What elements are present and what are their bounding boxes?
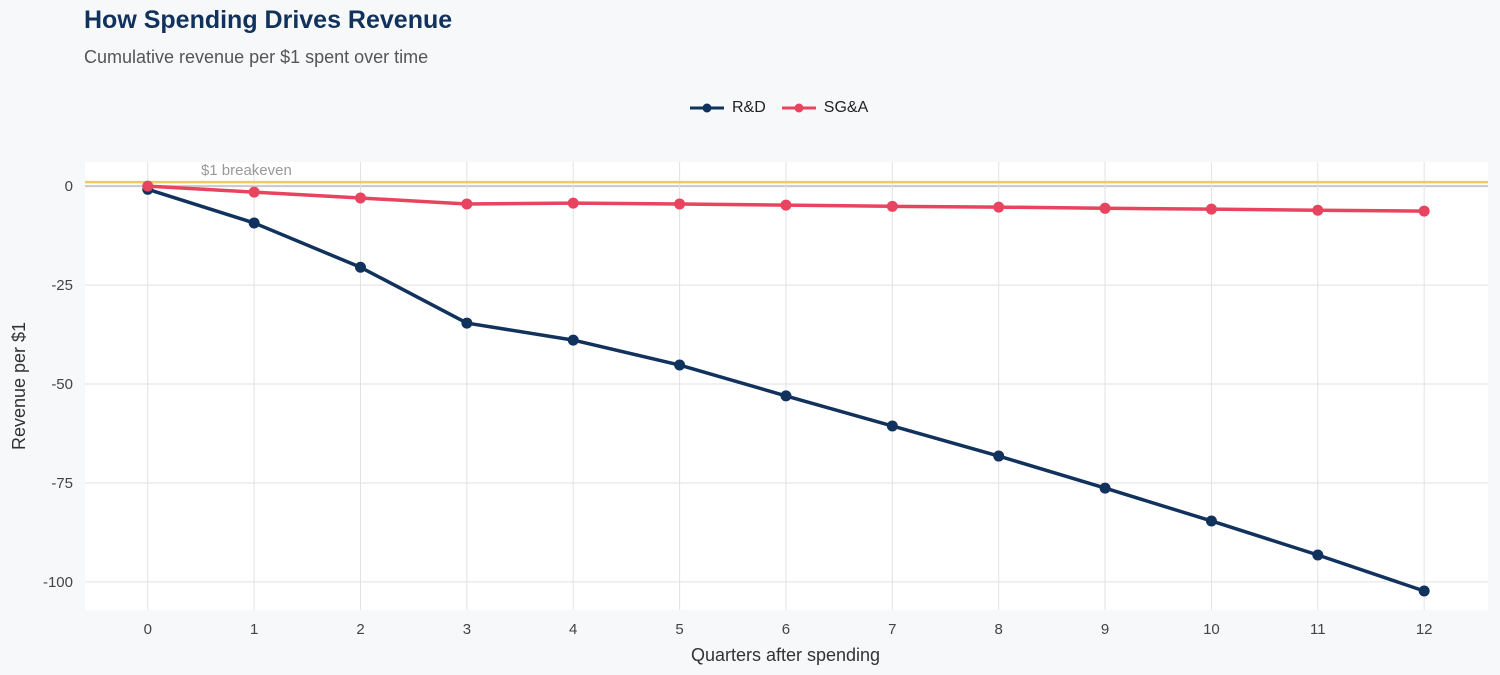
data-point-sga bbox=[567, 197, 579, 209]
y-tick-label: -50 bbox=[51, 376, 73, 393]
data-point-rd bbox=[354, 261, 366, 273]
x-tick-label: 10 bbox=[1203, 621, 1220, 638]
x-tick-label: 4 bbox=[569, 621, 577, 638]
y-tick-label: -25 bbox=[51, 277, 73, 294]
data-point-sga bbox=[1099, 202, 1111, 214]
x-tick-label: 7 bbox=[888, 621, 896, 638]
data-point-sga bbox=[780, 199, 792, 211]
data-point-sga bbox=[993, 201, 1005, 213]
legend: R&D SG&A bbox=[690, 99, 884, 117]
data-point-rd bbox=[780, 390, 792, 402]
legend-item-sga: SG&A bbox=[781, 99, 869, 117]
data-point-sga bbox=[248, 186, 260, 198]
x-axis-label: Quarters after spending bbox=[691, 645, 880, 665]
x-tick-label: 5 bbox=[675, 621, 683, 638]
data-point-sga bbox=[886, 200, 898, 212]
legend-item-rd: R&D bbox=[690, 99, 766, 117]
x-tick-label: 0 bbox=[144, 621, 152, 638]
data-point-rd bbox=[567, 334, 579, 346]
x-tick-label: 2 bbox=[356, 621, 364, 638]
data-point-rd bbox=[1312, 549, 1324, 561]
data-point-sga bbox=[1418, 205, 1430, 217]
x-tick-label: 12 bbox=[1416, 621, 1433, 638]
data-point-rd bbox=[886, 420, 898, 432]
x-tick-label: 9 bbox=[1101, 621, 1109, 638]
data-point-sga bbox=[674, 198, 686, 210]
data-point-rd bbox=[461, 317, 473, 329]
chart-title: How Spending Drives Revenue bbox=[84, 6, 453, 34]
data-point-rd bbox=[674, 359, 686, 371]
breakeven-label: $1 breakeven bbox=[201, 162, 292, 179]
y-tick-label: -100 bbox=[43, 574, 73, 591]
x-tick-label: 11 bbox=[1310, 621, 1326, 638]
data-point-rd bbox=[1418, 585, 1430, 597]
data-point-rd bbox=[1099, 482, 1111, 494]
x-tick-label: 6 bbox=[782, 621, 790, 638]
data-point-rd bbox=[248, 217, 260, 229]
y-tick-label: -75 bbox=[51, 475, 73, 492]
x-tick-label: 8 bbox=[995, 621, 1003, 638]
legend-label-sga: SG&A bbox=[823, 99, 869, 116]
legend-key-sga bbox=[781, 103, 816, 113]
data-point-sga bbox=[1312, 204, 1324, 216]
data-point-sga bbox=[354, 192, 366, 204]
legend-label-rd: R&D bbox=[732, 99, 766, 116]
y-axis-label: Revenue per $1 bbox=[9, 322, 29, 450]
chart-subtitle: Cumulative revenue per $1 spent over tim… bbox=[84, 47, 429, 67]
data-point-sga bbox=[1205, 203, 1217, 215]
data-point-sga bbox=[142, 180, 154, 192]
data-point-rd bbox=[1205, 515, 1217, 527]
data-point-rd bbox=[993, 450, 1005, 462]
x-tick-label: 3 bbox=[463, 621, 471, 638]
data-point-sga bbox=[461, 198, 473, 210]
x-tick-label: 1 bbox=[250, 621, 258, 638]
legend-key-rd bbox=[690, 103, 724, 113]
y-tick-label: 0 bbox=[65, 178, 73, 195]
